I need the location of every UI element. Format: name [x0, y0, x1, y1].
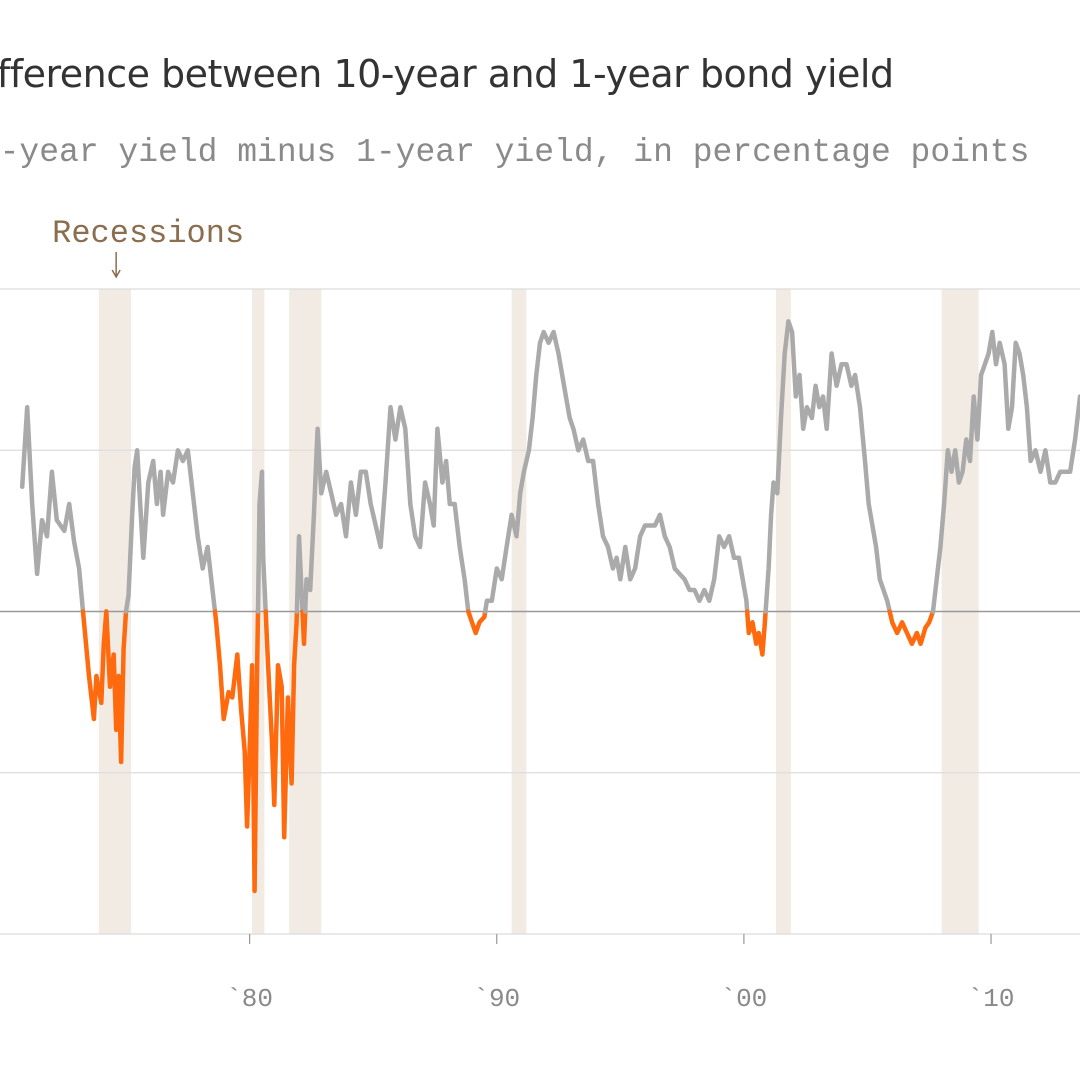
x-tick-label-3: `10 — [968, 984, 1015, 1014]
chart-subtitle: 10-year yield minus 1-year yield, in per… — [0, 134, 1030, 171]
positive-segment-12 — [482, 329, 750, 614]
x-tick-label-1: `90 — [473, 984, 520, 1014]
recessions-arrow-head — [111, 269, 121, 279]
recessions-annotation: Recessions — [52, 215, 244, 279]
positive-segment-6 — [255, 469, 268, 614]
inverted-segment-11 — [466, 609, 488, 636]
recessions-label: Recessions — [52, 215, 244, 252]
positive-segment-4 — [123, 448, 218, 614]
positive-segment-10 — [302, 404, 471, 614]
inverted-segment-15 — [887, 609, 936, 647]
chart-title: Difference between 10-year and 1-year bo… — [0, 52, 894, 96]
inverted-segment-13 — [744, 609, 768, 657]
x-tick-label-2: `00 — [720, 984, 767, 1014]
positive-segment-8 — [294, 534, 305, 614]
inverted-segment-9 — [300, 609, 308, 647]
x-tick-label-0: `80 — [226, 984, 273, 1014]
positive-segment-16 — [930, 329, 1080, 614]
yield-spread-series — [19, 319, 1080, 894]
inverted-segment-7 — [263, 609, 300, 840]
x-axis-ticks: `80 `90 `00 `10 — [226, 934, 1014, 1014]
inverted-segment-5 — [212, 609, 261, 894]
positive-segment-0 — [19, 404, 86, 614]
inverted-segment-1 — [80, 609, 109, 722]
inverted-segment-3 — [104, 609, 129, 765]
gridlines — [0, 288, 1080, 935]
positive-segment-14 — [763, 319, 892, 614]
